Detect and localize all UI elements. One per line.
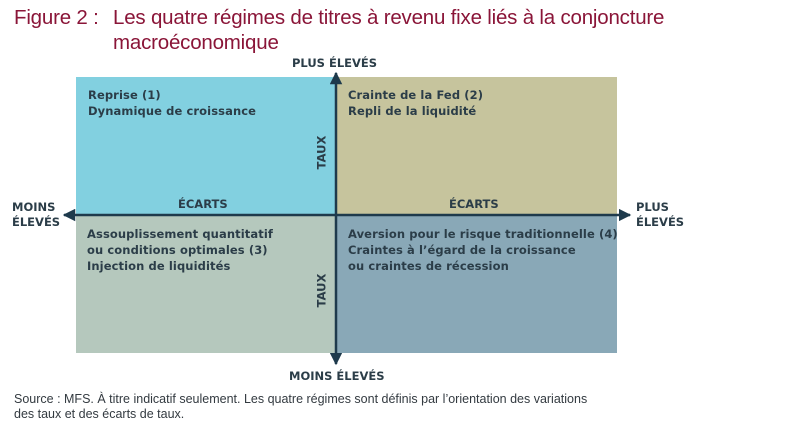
axis-label-left-line: MOINS	[12, 200, 56, 214]
axis-label-bottom: MOINS ÉLEVÉS	[289, 369, 385, 383]
axis-label-right-line: ÉLEVÉS	[636, 215, 685, 229]
axis-label-right: PLUS ÉLEVÉS	[636, 200, 684, 230]
quadrant-text-line: Assouplissement quantitatif	[87, 227, 273, 241]
quadrant-text-line: ou conditions optimales (3)	[87, 243, 268, 257]
quadrant-text-line: Dynamique de croissance	[88, 104, 257, 118]
quadrant-top-right: Crainte de la Fed (2) Repli de la liquid…	[336, 77, 617, 215]
quadrant-text-line: Craintes à l’égard de la croissance	[348, 243, 576, 257]
quadrant-bottom-left: Assouplissement quantitatif ou condition…	[76, 215, 336, 353]
quadrant-top-left: Reprise (1) Dynamique de croissance	[76, 77, 336, 215]
rate-label-top: TAUX	[314, 135, 329, 170]
rate-label-bottom: TAUX	[314, 273, 329, 308]
axis-label-top: PLUS ÉLEVÉS	[292, 56, 378, 70]
figure-title: Figure 2 : Les quatre régimes de titres à…	[14, 5, 664, 55]
source-note: Source : MFS. À titre indicatif seulemen…	[14, 392, 587, 422]
quadrant-text-line: Aversion pour le risque traditionnelle (…	[348, 227, 618, 241]
axis-label-right-line: PLUS	[636, 200, 669, 214]
quadrant-text-line: Crainte de la Fed (2)	[348, 88, 484, 102]
quadrant-text-line: ou craintes de récession	[348, 259, 509, 273]
source-note-line: Source : MFS. À titre indicatif seulemen…	[14, 392, 588, 406]
axis-label-left-line: ÉLEVÉS	[12, 215, 61, 229]
quadrant-top-left-text: Reprise (1) Dynamique de croissance	[88, 87, 256, 119]
quadrant-text-line: Injection de liquidités	[87, 259, 231, 273]
quadrant-bottom-left-text: Assouplissement quantitatif ou condition…	[87, 226, 273, 274]
axis-label-left: MOINS ÉLEVÉS	[12, 200, 60, 230]
quadrant-bottom-right: Aversion pour le risque traditionnelle (…	[336, 215, 618, 353]
spread-label-right: ÉCARTS	[449, 197, 499, 211]
figure-title-line-1: Les quatre régimes de titres à revenu fi…	[113, 6, 665, 29]
quadrant-text-line: Reprise (1)	[88, 88, 161, 102]
spread-label-left: ÉCARTS	[178, 197, 228, 211]
quadrant-text-line: Repli de la liquidité	[348, 104, 477, 118]
figure-title-line-2: macroéconomique	[113, 31, 279, 54]
quadrant-bottom-right-text: Aversion pour le risque traditionnelle (…	[348, 226, 618, 274]
quadrant-top-right-text: Crainte de la Fed (2) Repli de la liquid…	[348, 87, 483, 119]
figure-number: Figure 2 :	[14, 6, 99, 29]
source-note-line: des taux et des écarts de taux.	[14, 407, 185, 421]
